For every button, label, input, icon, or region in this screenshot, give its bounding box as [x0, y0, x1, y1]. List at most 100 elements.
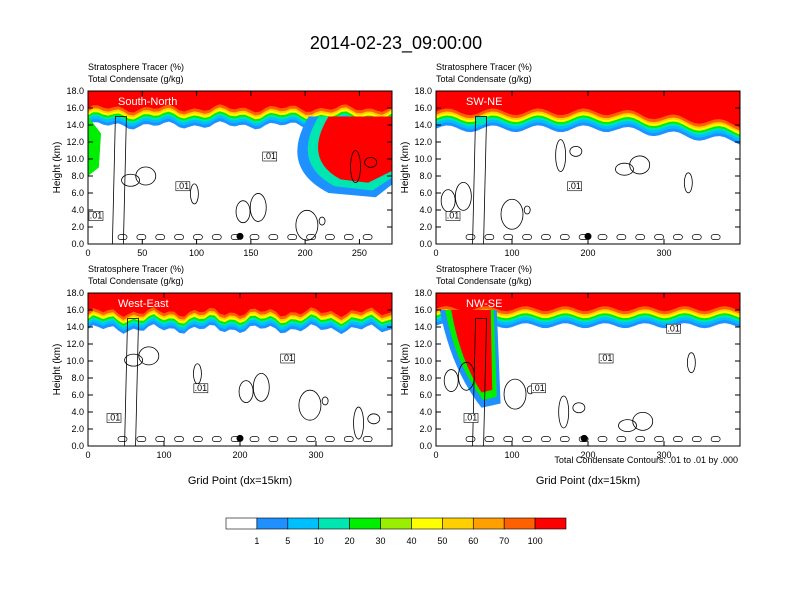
location-marker [236, 434, 244, 442]
surface-contour [249, 234, 260, 240]
y-tick-label: 14.0 [66, 322, 84, 332]
colorbar-swatch-10 [534, 517, 567, 530]
surface-contour [268, 234, 279, 240]
contour-label-box [280, 353, 296, 364]
intrusion-core [451, 310, 493, 393]
surface-contour [541, 436, 551, 442]
panel-1: Stratosphere Tracer (%) Total Condensate … [52, 62, 393, 258]
surface-contour [343, 436, 354, 442]
fold-core [318, 116, 392, 183]
y-tick-label: 12.0 [66, 137, 84, 147]
y-tick-label: 6.0 [71, 390, 84, 400]
left-intrusion [88, 116, 102, 176]
surface-contour [559, 234, 570, 240]
surface-contour [654, 436, 664, 442]
location-marker [580, 434, 588, 442]
x-tick-label: 300 [656, 248, 671, 258]
condensate-contour [618, 419, 637, 433]
panel-header-tracer: Stratosphere Tracer (%) [88, 62, 184, 72]
y-tick-label: 4.0 [71, 205, 84, 215]
y-tick-label: 0.0 [71, 441, 84, 451]
contour-label: .01 [106, 413, 122, 423]
tracer-field: .01 .01 .01 [88, 293, 392, 446]
x-tick-label: 200 [232, 450, 247, 460]
surface-contour [325, 234, 335, 240]
contour-label-text: .01 [532, 383, 545, 393]
y-tick-label: 6.0 [71, 188, 84, 198]
tracer-band-7 [88, 293, 392, 318]
contour-label-box [193, 383, 209, 394]
contour-label: .01 [445, 211, 461, 221]
condensate-contour [500, 198, 524, 230]
surface-contour [691, 234, 702, 240]
surface-contour [503, 436, 514, 442]
colorbar-level-label: 40 [406, 536, 416, 546]
condensate-contour [632, 411, 654, 431]
contour-label-box [88, 211, 104, 221]
condensate-contour [121, 173, 140, 187]
x-axis-label: Grid Point (dx=15km) [536, 475, 640, 487]
panel-header-condensate: Total Condensate (g/kg) [88, 74, 184, 84]
x-tick-label: 0 [85, 450, 90, 460]
x-tick-label: 200 [580, 450, 595, 460]
plot-frame [87, 90, 393, 245]
contour-label-box [106, 413, 122, 423]
surface-contour [306, 436, 316, 442]
condensate-contour [318, 216, 326, 226]
contour-label-box [567, 181, 582, 192]
colorbar-level-label: 70 [499, 536, 509, 546]
panel-header-condensate: Total Condensate (g/kg) [436, 276, 532, 286]
surface-contour [268, 436, 279, 442]
condensate-contour [238, 380, 254, 404]
colorbar-swatch-3 [318, 517, 350, 530]
x-tick-label: 250 [352, 248, 367, 258]
y-tick-label: 8.0 [71, 373, 84, 383]
condensate-contour [235, 200, 251, 224]
surface-contour [691, 436, 702, 442]
surface-contour [616, 234, 627, 240]
contour-label: .01 [598, 353, 614, 364]
panel-title: South-North [118, 96, 177, 108]
condensate-contour [454, 181, 472, 211]
surface-contour [249, 436, 260, 442]
contour-label: .01 [175, 181, 191, 192]
y-tick-label: 16.0 [66, 103, 84, 113]
colorbar-swatch-0 [225, 517, 258, 530]
x-tick-label: 0 [433, 248, 438, 258]
panel-header-tracer: Stratosphere Tracer (%) [88, 264, 184, 274]
colorbar-swatch-7 [442, 517, 474, 530]
x-tick-label: 100 [156, 450, 171, 460]
condensate-contour [523, 205, 531, 215]
surface-contour [325, 436, 335, 442]
contour-label-box [531, 383, 546, 394]
condensate-contour [558, 395, 570, 429]
y-tick-label: 14.0 [414, 322, 432, 332]
y-tick-label: 4.0 [71, 407, 84, 417]
surface-contour [211, 436, 222, 442]
surface-contour [193, 234, 203, 240]
panel-2: Stratosphere Tracer (%) Total Condensate … [400, 62, 741, 258]
condensate-contour [615, 162, 634, 176]
panel-title: SW-NE [466, 96, 502, 108]
colorbar-level-label: 10 [314, 536, 324, 546]
surface-contour [541, 234, 551, 240]
surface-contour [710, 436, 721, 442]
condensate-contour [364, 156, 378, 168]
condensate-contour [503, 378, 527, 410]
surface-contour [673, 234, 683, 240]
y-tick-label: 10.0 [414, 356, 432, 366]
colorbar-swatch-8 [472, 517, 505, 530]
contour-label-box [175, 181, 191, 192]
condensate-contour [572, 402, 586, 414]
y-tick-label: 2.0 [71, 424, 84, 434]
colorbar-level-label: 30 [376, 536, 386, 546]
y-tick-label: 12.0 [414, 339, 432, 349]
surface-contour [635, 234, 646, 240]
contour-label: .01 [463, 413, 479, 423]
surface-contour [117, 234, 128, 240]
surface-contour [211, 234, 222, 240]
location-marker [584, 232, 592, 240]
contour-label-text: .01 [465, 413, 478, 423]
y-tick-label: 14.0 [66, 120, 84, 130]
y-tick-label: 4.0 [419, 407, 432, 417]
